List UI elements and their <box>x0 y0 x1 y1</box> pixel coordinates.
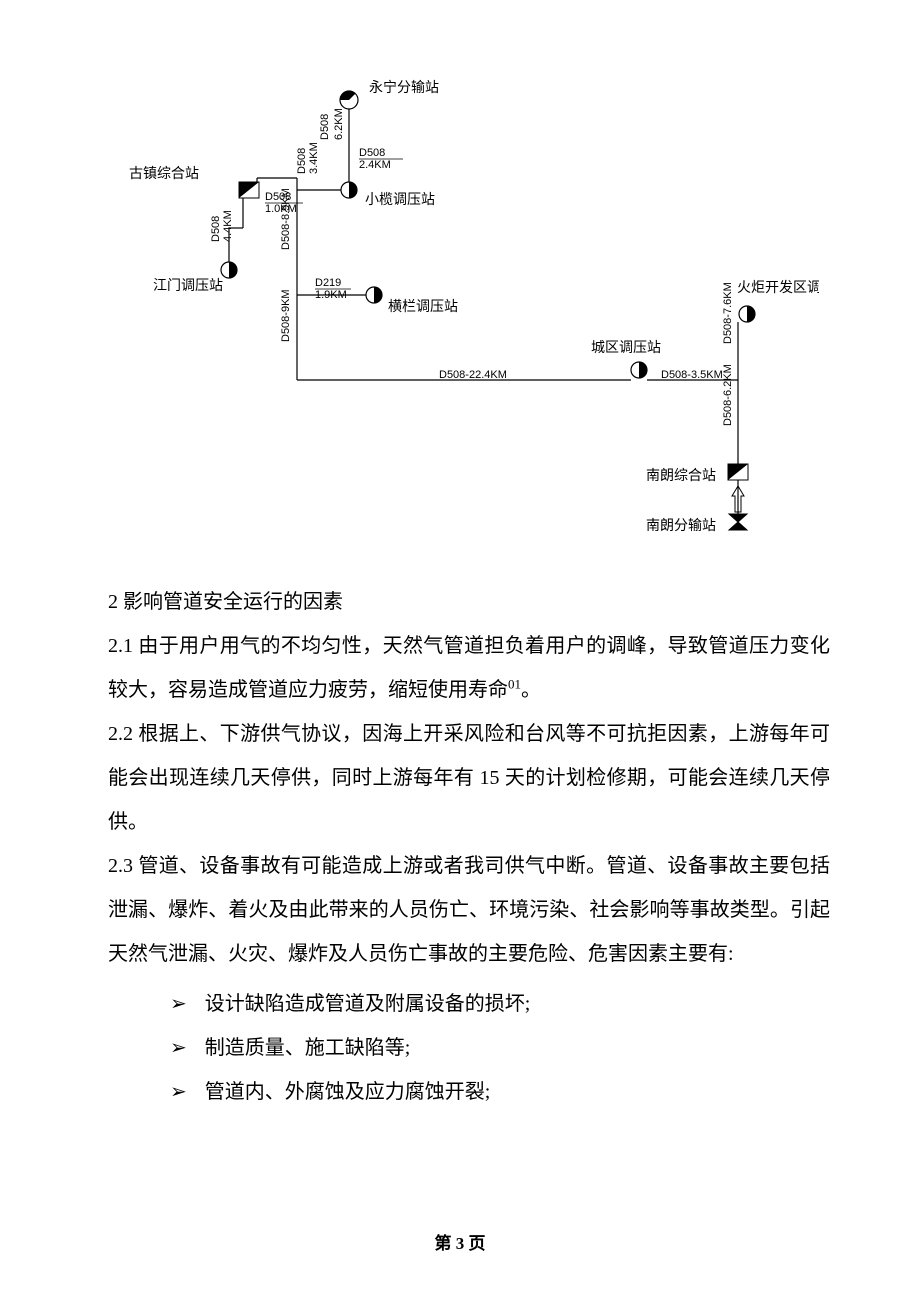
svg-text:江门调压站: 江门调压站 <box>153 278 223 294</box>
svg-text:永宁分输站: 永宁分输站 <box>369 79 439 96</box>
svg-text:南朗分输站: 南朗分输站 <box>646 518 716 534</box>
page: D5086.2KMD5082.4KMD5083.4KMD5081.0KMD508… <box>0 0 920 1302</box>
svg-text:横栏调压站: 横栏调压站 <box>388 299 458 315</box>
para-2-1-tail: 。 <box>521 679 541 701</box>
bullet-text: 设计缺陷造成管道及附属设备的损坏; <box>205 982 531 1026</box>
bullet-marker-icon: ➢ <box>170 1070 187 1114</box>
svg-text:D508: D508 <box>296 148 308 174</box>
svg-text:南朗综合站: 南朗综合站 <box>646 468 716 484</box>
list-item: ➢ 设计缺陷造成管道及附属设备的损坏; <box>170 982 830 1026</box>
svg-text:D508-3.5KM: D508-3.5KM <box>661 369 723 381</box>
svg-text:4.4KM: 4.4KM <box>222 210 234 242</box>
svg-text:D219: D219 <box>315 277 341 289</box>
bullet-marker-icon: ➢ <box>170 1026 187 1070</box>
svg-text:城区调压站: 城区调压站 <box>591 340 661 356</box>
svg-text:D508: D508 <box>359 147 385 159</box>
para-2-3: 2.3 管道、设备事故有可能造成上游或者我司供气中断。管道、设备事故主要包括泄漏… <box>108 844 830 976</box>
ref-01: 01 <box>508 676 521 691</box>
bullet-marker-icon: ➢ <box>170 982 187 1026</box>
svg-text:D508-22.4KM: D508-22.4KM <box>439 369 507 381</box>
svg-text:小榄调压站: 小榄调压站 <box>365 192 435 208</box>
svg-text:D508-6.2KM: D508-6.2KM <box>722 364 734 426</box>
svg-text:D508-8.9KM: D508-8.9KM <box>280 188 292 250</box>
pipeline-diagram: D5086.2KMD5082.4KMD5083.4KMD5081.0KMD508… <box>108 70 830 550</box>
svg-text:D508-9KM: D508-9KM <box>280 289 292 342</box>
bullet-text: 管道内、外腐蚀及应力腐蚀开裂; <box>205 1070 491 1114</box>
pipeline-diagram-svg: D5086.2KMD5082.4KMD5083.4KMD5081.0KMD508… <box>119 70 819 550</box>
svg-text:D508: D508 <box>319 114 331 140</box>
svg-text:6.2KM: 6.2KM <box>333 108 345 140</box>
list-item: ➢ 制造质量、施工缺陷等; <box>170 1026 830 1070</box>
list-item: ➢ 管道内、外腐蚀及应力腐蚀开裂; <box>170 1070 830 1114</box>
svg-text:2.4KM: 2.4KM <box>359 159 391 171</box>
heading-2: 2 影响管道安全运行的因素 <box>108 580 830 624</box>
svg-text:D508: D508 <box>210 216 222 242</box>
svg-text:火炬开发区调压站: 火炬开发区调压站 <box>737 280 819 296</box>
svg-text:D508-7.6KM: D508-7.6KM <box>722 282 734 344</box>
svg-text:3.4KM: 3.4KM <box>308 142 320 174</box>
para-2-1-text: 2.1 由于用户用气的不均匀性，天然气管道担负着用户的调峰，导致管道压力变化较大… <box>108 635 830 701</box>
bullet-text: 制造质量、施工缺陷等; <box>205 1026 411 1070</box>
body-text: 2 影响管道安全运行的因素 2.1 由于用户用气的不均匀性，天然气管道担负着用户… <box>108 580 830 976</box>
bullet-list: ➢ 设计缺陷造成管道及附属设备的损坏; ➢ 制造质量、施工缺陷等; ➢ 管道内、… <box>108 982 830 1114</box>
page-number: 第 3 页 <box>0 1229 920 1254</box>
para-2-2: 2.2 根据上、下游供气协议，因海上开采风险和台风等不可抗拒因素，上游每年可能会… <box>108 712 830 844</box>
para-2-1: 2.1 由于用户用气的不均匀性，天然气管道担负着用户的调峰，导致管道压力变化较大… <box>108 624 830 712</box>
svg-text:1.9KM: 1.9KM <box>315 289 347 301</box>
svg-text:古镇综合站: 古镇综合站 <box>129 166 199 182</box>
